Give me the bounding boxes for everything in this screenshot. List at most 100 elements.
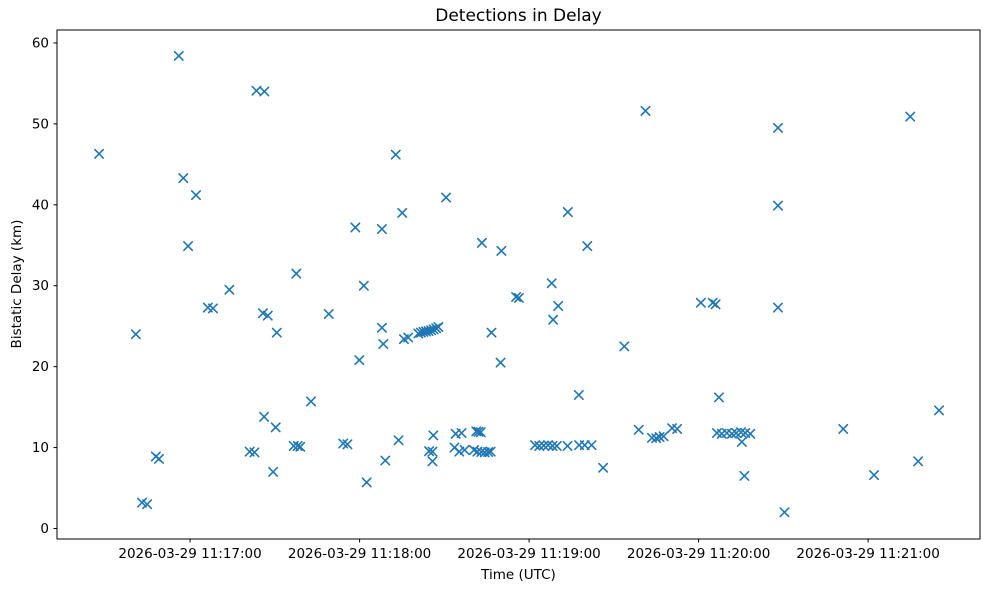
data-point-marker [259, 86, 270, 97]
data-point-marker [579, 440, 590, 451]
data-point-marker [456, 427, 467, 438]
data-point-marker [403, 332, 414, 343]
data-point-marker [640, 105, 651, 116]
data-point-marker [207, 303, 218, 314]
data-point-marker [271, 327, 282, 338]
data-point-marker [268, 466, 279, 477]
data-point-marker [459, 444, 470, 455]
data-point-marker [292, 440, 303, 451]
data-point-marker [710, 299, 721, 310]
y-axis-label: Bistatic Delay (km) [9, 219, 25, 349]
x-axis-label: Time (UTC) [481, 567, 556, 583]
data-point-marker [291, 268, 302, 279]
data-point-marker [838, 423, 849, 434]
x-tick-label: 2026-03-29 11:19:00 [457, 546, 600, 562]
data-point-marker [869, 470, 880, 481]
data-point-marker [573, 389, 584, 400]
data-point-marker [707, 297, 718, 308]
data-point-marker [736, 436, 747, 447]
data-point-marker [739, 470, 750, 481]
data-point-marker [427, 456, 438, 467]
data-point-marker [672, 423, 683, 434]
data-point-marker [173, 50, 184, 61]
x-tick-label: 2026-03-29 11:18:00 [288, 546, 431, 562]
data-point-marker [475, 427, 486, 438]
data-point-marker [772, 200, 783, 211]
data-point-marker [428, 324, 439, 335]
data-point-marker [658, 431, 669, 442]
data-point-marker [354, 355, 365, 366]
data-point-marker [323, 309, 334, 320]
data-point-marker [548, 314, 559, 325]
data-point-marker [633, 424, 644, 435]
data-point-marker [779, 507, 790, 518]
data-point-marker [513, 292, 524, 303]
y-tick-label: 10 [32, 440, 49, 456]
y-tick-label: 30 [32, 278, 49, 294]
data-point-marker [130, 329, 141, 340]
data-point-marker [905, 111, 916, 122]
data-point-marker [486, 327, 497, 338]
data-point-marker [772, 122, 783, 133]
data-point-marker [153, 453, 164, 464]
data-point-marker [249, 447, 260, 458]
data-point-marker [251, 85, 262, 96]
data-point-marker [713, 392, 724, 403]
x-tick-label: 2026-03-29 11:20:00 [627, 546, 770, 562]
data-point-marker [257, 308, 268, 319]
data-point-marker [547, 440, 558, 451]
data-point-marker [342, 439, 353, 450]
data-point-marker [695, 297, 706, 308]
data-point-marker [562, 440, 573, 451]
data-point-marker [259, 411, 270, 422]
data-point-marker [586, 440, 597, 451]
data-point-marker [361, 477, 372, 488]
data-point-marker [483, 447, 494, 458]
data-point-marker [454, 446, 465, 457]
data-point-marker [598, 462, 609, 473]
y-tick-label: 20 [32, 359, 49, 375]
y-tick-label: 60 [32, 35, 49, 51]
data-point-marker [495, 357, 506, 368]
data-point-marker [376, 322, 387, 333]
data-point-marker [551, 440, 562, 451]
data-point-marker [428, 430, 439, 441]
data-point-marker [934, 405, 945, 416]
data-point-marker [378, 338, 389, 349]
data-point-marker [305, 396, 316, 407]
data-point-marker [393, 435, 404, 446]
data-point-marker [511, 292, 522, 303]
data-point-marker [380, 455, 391, 466]
plot-border [56, 29, 981, 540]
data-point-marker [183, 241, 194, 252]
data-point-marker [476, 237, 487, 248]
data-point-marker [224, 284, 235, 295]
data-point-marker [496, 245, 507, 256]
x-tick-label: 2026-03-29 11:21:00 [796, 546, 939, 562]
y-tick-label: 50 [32, 116, 49, 132]
y-tick-label: 40 [32, 197, 49, 213]
data-point-marker [441, 192, 452, 203]
data-point-marker [913, 456, 924, 467]
data-point-marker [473, 426, 484, 437]
y-tick-label: 0 [40, 521, 49, 537]
data-point-marker [424, 446, 435, 457]
data-point-marker [433, 321, 444, 332]
data-point-marker [390, 149, 401, 160]
data-point-marker [270, 422, 281, 433]
data-point-marker [772, 302, 783, 313]
data-point-marker [178, 173, 189, 184]
data-point-marker [262, 310, 273, 321]
x-tick-label: 2026-03-29 11:17:00 [118, 546, 261, 562]
data-point-marker [745, 428, 756, 439]
data-point-marker [427, 446, 438, 457]
data-point-marker [476, 447, 487, 458]
data-point-marker [546, 278, 557, 289]
data-point-marker [553, 300, 564, 311]
data-point-marker [191, 190, 202, 201]
data-point-marker [295, 441, 306, 452]
data-point-marker [350, 222, 361, 233]
data-point-marker [562, 207, 573, 218]
